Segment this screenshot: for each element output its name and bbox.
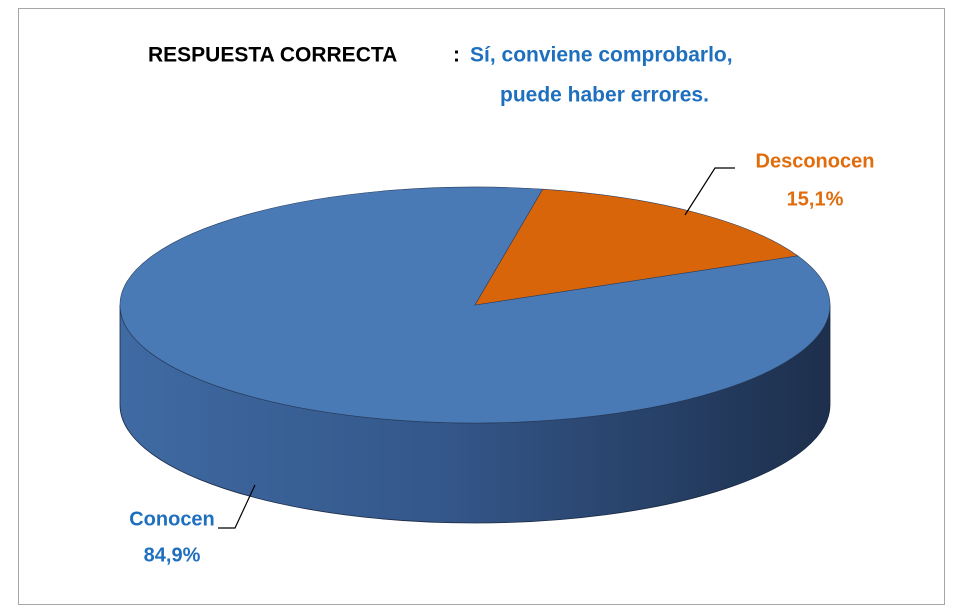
title-answer: Sí, conviene comprobarlo, [470, 44, 733, 67]
title-answer: puede haber errores. [500, 84, 709, 107]
pie: Desconocen 15,1% Conocen 84,9% [119, 150, 875, 566]
category-label: Conocen [129, 508, 215, 530]
pie-slice [474, 188, 799, 306]
chart-title: RESPUESTA CORRECTA [148, 44, 397, 67]
leader-line [684, 167, 735, 216]
category-label: Desconocen [756, 150, 875, 172]
title-separator: : [453, 44, 460, 67]
leader-line [218, 484, 256, 529]
value-label: 84,9% [144, 544, 201, 566]
value-label: 15,1% [787, 188, 844, 210]
